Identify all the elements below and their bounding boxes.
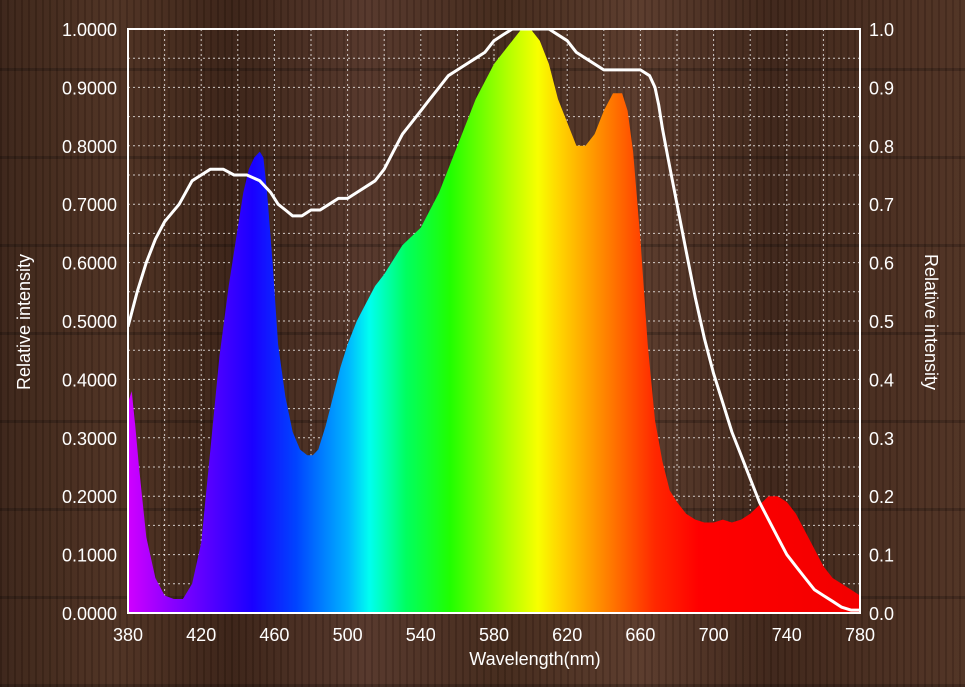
y-left-tick-label: 0.5000 [62, 312, 117, 332]
y-right-tick-label: 0.8 [869, 137, 894, 157]
x-tick-label: 380 [113, 625, 143, 645]
y-left-tick-label: 0.9000 [62, 78, 117, 98]
envelope-line [128, 29, 860, 612]
y-left-tick-label: 0.3000 [62, 429, 117, 449]
y-right-tick-label: 0.0 [869, 604, 894, 624]
y-axis-right-ticks: 0.0 0.1 0.2 0.3 0.4 0.5 0.6 0.7 0.8 0.9 1.0 [869, 20, 894, 624]
y-right-tick-label: 1.0 [869, 20, 894, 40]
x-tick-label: 780 [845, 625, 875, 645]
x-tick-label: 620 [552, 625, 582, 645]
x-axis-ticks: 380 420 460 500 540 580 620 660 700 740 780 [113, 625, 875, 645]
y-right-tick-label: 0.1 [869, 546, 894, 566]
x-tick-label: 500 [333, 625, 363, 645]
x-tick-label: 420 [186, 625, 216, 645]
x-tick-label: 700 [699, 625, 729, 645]
y-axis-left-title: Relative intensity [14, 254, 34, 390]
y-left-tick-label: 1.0000 [62, 20, 117, 40]
y-left-tick-label: 0.8000 [62, 137, 117, 157]
y-right-tick-label: 0.7 [869, 195, 894, 215]
y-axis-left-ticks: 0.0000 0.1000 0.2000 0.3000 0.4000 0.5000 0.60… [62, 20, 117, 624]
y-left-tick-label: 0.4000 [62, 370, 117, 390]
plot-border [127, 28, 861, 614]
y-right-tick-label: 0.9 [869, 78, 894, 98]
x-tick-label: 660 [625, 625, 655, 645]
y-right-tick-label: 0.5 [869, 312, 894, 332]
y-left-tick-label: 0.2000 [62, 487, 117, 507]
x-tick-label: 540 [406, 625, 436, 645]
y-left-tick-label: 0.7000 [62, 195, 117, 215]
y-axis-right-title: Relative intensity [921, 254, 941, 390]
y-left-tick-label: 0.6000 [62, 254, 117, 274]
x-tick-label: 460 [259, 625, 289, 645]
y-right-tick-label: 0.6 [869, 254, 894, 274]
spectrum-area [128, 29, 860, 613]
x-axis-title: Wavelength(nm) [469, 649, 600, 669]
y-left-tick-label: 0.1000 [62, 546, 117, 566]
y-right-tick-label: 0.2 [869, 487, 894, 507]
x-tick-label: 740 [772, 625, 802, 645]
y-left-tick-label: 0.0000 [62, 604, 117, 624]
y-right-tick-label: 0.4 [869, 370, 894, 390]
x-tick-label: 580 [479, 625, 509, 645]
y-right-tick-label: 0.3 [869, 429, 894, 449]
